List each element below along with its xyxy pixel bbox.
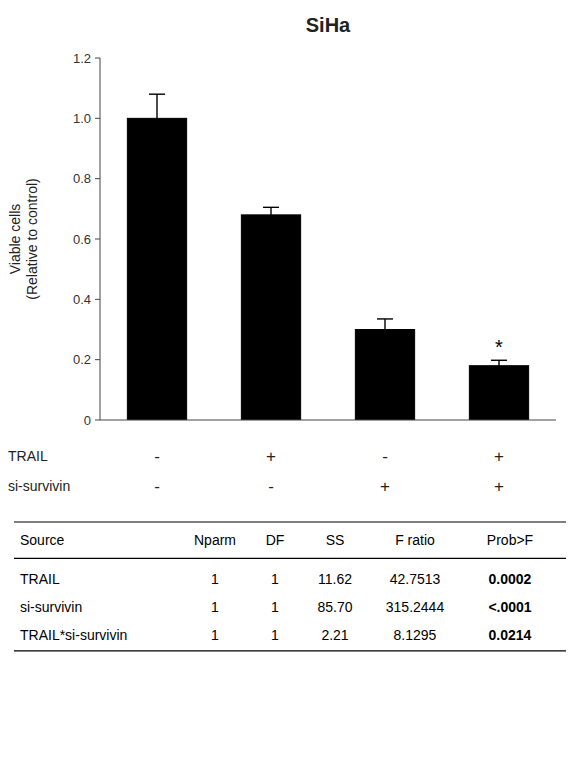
- table-rule: [14, 521, 566, 522]
- bar: [469, 366, 528, 420]
- error-bar: [491, 360, 507, 371]
- y-tick: [95, 239, 100, 240]
- y-tick: [95, 299, 100, 300]
- y-axis: [100, 58, 101, 420]
- table-cell: TRAIL: [20, 571, 60, 587]
- table-cell: 8.1295: [394, 627, 437, 643]
- factor-level: -: [154, 477, 160, 496]
- table-cell: TRAIL*si-survivin: [20, 627, 127, 643]
- y-tick-label: 0: [84, 413, 91, 428]
- x-axis: [100, 420, 556, 421]
- y-tick: [95, 178, 100, 179]
- error-bar: [377, 319, 393, 340]
- bar: [127, 118, 186, 420]
- y-tick-label: 0.4: [73, 292, 91, 307]
- y-tick: [95, 420, 100, 421]
- error-bar: [263, 207, 279, 222]
- table-cell: 315.2444: [386, 599, 445, 615]
- table-cell: 1: [211, 571, 219, 587]
- y-tick-label: 0.8: [73, 171, 91, 186]
- table-header: F ratio: [395, 532, 435, 548]
- table-cell: 1: [211, 599, 219, 615]
- factor-level: -: [382, 447, 388, 466]
- factor-name: TRAIL: [8, 448, 48, 464]
- title: SiHa: [306, 14, 351, 36]
- table-cell: 2.21: [321, 627, 348, 643]
- y-tick: [95, 58, 100, 59]
- table-cell: 1: [271, 571, 279, 587]
- factor-level: +: [380, 477, 390, 496]
- bar: [241, 215, 300, 420]
- table-cell: 0.0214: [489, 627, 532, 643]
- y-tick: [95, 118, 100, 119]
- marks: [127, 94, 528, 420]
- table-cell: 1: [271, 599, 279, 615]
- table-rule: [14, 558, 566, 559]
- factor-level: +: [494, 477, 504, 496]
- table-rule: [14, 650, 566, 651]
- factor-level: -: [154, 447, 160, 466]
- factor-level: +: [266, 447, 276, 466]
- bar: [355, 330, 414, 421]
- table-cell: 1: [271, 627, 279, 643]
- chart: SiHa Viable cells(Relative to control) 0 0.…: [0, 0, 580, 758]
- table-header: SS: [326, 532, 345, 548]
- y-axis-label: Viable cells(Relative to control): [7, 178, 40, 299]
- table-cell: si-survivin: [20, 599, 82, 615]
- error-bar: [149, 94, 165, 142]
- table-cell: 1: [211, 627, 219, 643]
- table-cell: 11.62: [318, 571, 352, 587]
- factor-level: +: [494, 447, 504, 466]
- y-tick-label: 0.6: [73, 232, 91, 247]
- table-cell: <.0001: [488, 599, 531, 615]
- factor-level: -: [268, 477, 274, 496]
- y-tick: [95, 359, 100, 360]
- table-header: Nparm: [194, 532, 236, 548]
- y-tick-label: 0.2: [73, 352, 91, 367]
- table-cell: 42.7513: [390, 571, 441, 587]
- y-tick-label: 1.2: [73, 51, 91, 66]
- table-header: Source: [20, 532, 65, 548]
- table-header: Prob>F: [487, 532, 533, 548]
- factor-name: si-survivin: [8, 478, 70, 494]
- table-cell: 85.70: [317, 599, 352, 615]
- y-tick-label: 1.0: [73, 111, 91, 126]
- table-cell: 0.0002: [489, 571, 532, 587]
- table-header: DF: [266, 532, 285, 548]
- annotation: *: [495, 336, 503, 358]
